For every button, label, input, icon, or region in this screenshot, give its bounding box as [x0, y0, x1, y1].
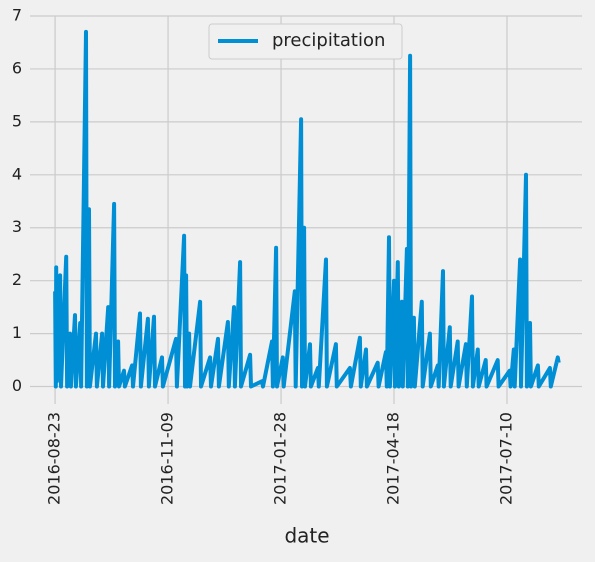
y-tick-label: 1	[12, 323, 22, 342]
y-tick-label: 4	[12, 164, 22, 183]
y-tick-label: 2	[12, 270, 22, 289]
x-tick-label: 2017-01-28	[271, 412, 290, 505]
y-tick-label: 7	[12, 6, 22, 25]
legend-label: precipitation	[272, 30, 385, 51]
y-tick-label: 6	[12, 58, 22, 77]
legend-box	[208, 23, 403, 60]
y-tick-label: 3	[12, 217, 22, 236]
x-axis-label: date	[284, 524, 329, 548]
y-tick-label: 0	[12, 376, 22, 395]
x-tick-label: 2016-08-23	[45, 412, 64, 505]
line	[53, 29, 561, 389]
x-tick-label: 2016-11-09	[158, 412, 177, 505]
x-tick-label: 2017-07-10	[496, 412, 515, 505]
x-tick-label: 2017-04-18	[384, 412, 403, 505]
y-tick-label: 5	[12, 111, 22, 130]
